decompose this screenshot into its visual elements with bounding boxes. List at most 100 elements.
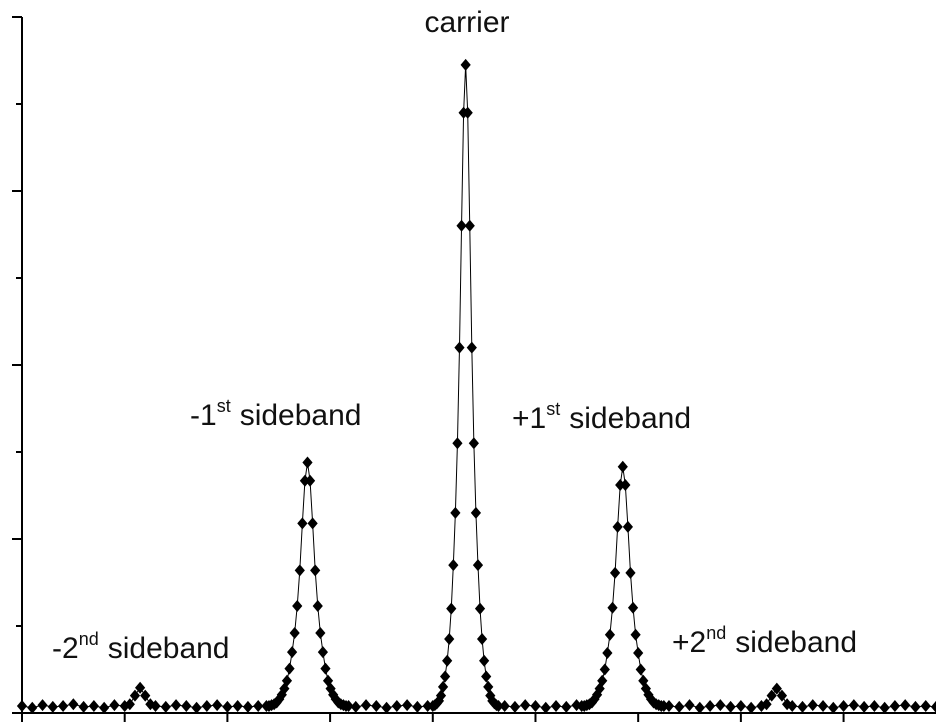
data-point xyxy=(470,506,482,519)
annotation-superscript: st xyxy=(546,399,560,419)
data-point xyxy=(129,689,141,702)
data-point xyxy=(797,700,808,713)
annotation-number: -2 xyxy=(52,632,79,665)
data-point xyxy=(297,517,308,530)
data-point xyxy=(848,699,859,712)
data-point xyxy=(481,670,492,683)
data-point xyxy=(422,700,433,713)
data-point xyxy=(456,219,467,232)
data-point xyxy=(474,602,486,615)
data-point xyxy=(607,601,618,614)
data-point xyxy=(320,662,331,675)
data-point xyxy=(766,689,777,702)
data-point xyxy=(725,700,736,713)
data-point xyxy=(499,700,510,713)
data-point xyxy=(920,700,931,713)
annotation-label: sideband xyxy=(240,399,362,432)
annotation: -2nd sideband xyxy=(52,629,230,665)
data-point xyxy=(520,699,531,712)
data-point xyxy=(817,700,829,713)
data-point xyxy=(910,700,921,713)
data-point xyxy=(412,700,423,713)
data-point xyxy=(330,693,341,706)
data-point xyxy=(391,700,402,713)
data-point xyxy=(635,663,646,676)
data-point xyxy=(483,680,494,693)
data-point xyxy=(150,700,161,713)
data-point xyxy=(612,520,623,533)
data-point xyxy=(530,700,541,713)
data-point xyxy=(299,474,311,487)
data-point xyxy=(286,646,298,659)
data-point xyxy=(807,699,818,712)
data-point xyxy=(302,456,313,469)
data-point xyxy=(88,700,99,713)
data-point xyxy=(476,633,488,646)
data-point xyxy=(466,341,477,354)
data-point xyxy=(310,564,321,577)
annotation: -1st sideband xyxy=(190,396,361,432)
data-point xyxy=(312,599,323,612)
data-point xyxy=(604,628,616,641)
data-point xyxy=(599,663,610,676)
data-point xyxy=(317,646,329,659)
data-point xyxy=(242,700,254,713)
data-point xyxy=(617,460,628,473)
data-point xyxy=(479,654,490,667)
data-point xyxy=(381,701,392,714)
data-point xyxy=(645,693,657,706)
data-point xyxy=(472,559,484,572)
data-point xyxy=(276,688,287,701)
data-point xyxy=(289,626,300,639)
annotation: +1st sideband xyxy=(512,399,691,435)
data-point xyxy=(609,566,621,579)
data-point xyxy=(27,701,38,714)
data-point xyxy=(594,682,605,695)
data-point xyxy=(201,700,212,713)
data-point xyxy=(222,700,233,713)
data-point xyxy=(630,628,641,641)
data-point xyxy=(99,701,110,714)
data-point xyxy=(435,689,447,702)
data-point xyxy=(715,699,726,712)
data-point xyxy=(684,699,695,712)
data-point xyxy=(658,700,669,713)
data-point xyxy=(704,700,716,713)
data-point xyxy=(371,700,382,713)
data-point xyxy=(57,700,69,713)
data-point xyxy=(930,700,936,713)
data-point xyxy=(589,693,600,706)
data-point xyxy=(674,700,685,713)
annotation-number: -1 xyxy=(190,399,217,432)
data-point xyxy=(493,700,504,713)
data-point xyxy=(879,701,890,714)
data-point xyxy=(838,700,849,713)
data-point xyxy=(446,602,457,615)
data-point xyxy=(294,564,305,577)
data-point xyxy=(869,700,880,713)
data-point xyxy=(440,670,451,683)
data-point xyxy=(181,700,192,713)
data-point xyxy=(615,479,626,492)
data-point xyxy=(597,674,608,687)
data-point xyxy=(135,681,146,694)
data-point xyxy=(561,700,572,713)
data-point xyxy=(292,599,303,612)
data-point xyxy=(622,520,634,533)
data-point xyxy=(771,682,782,695)
data-point xyxy=(828,701,839,714)
data-point xyxy=(328,688,339,701)
data-point xyxy=(761,698,772,711)
data-point xyxy=(325,682,336,695)
data-point xyxy=(437,680,449,693)
data-point xyxy=(253,700,264,713)
data-point xyxy=(620,479,631,492)
data-point xyxy=(602,646,613,659)
data-point xyxy=(37,699,48,712)
data-point xyxy=(212,699,223,712)
data-point xyxy=(140,689,151,702)
data-point xyxy=(350,700,361,713)
data-point xyxy=(859,700,870,713)
data-point xyxy=(735,700,746,713)
